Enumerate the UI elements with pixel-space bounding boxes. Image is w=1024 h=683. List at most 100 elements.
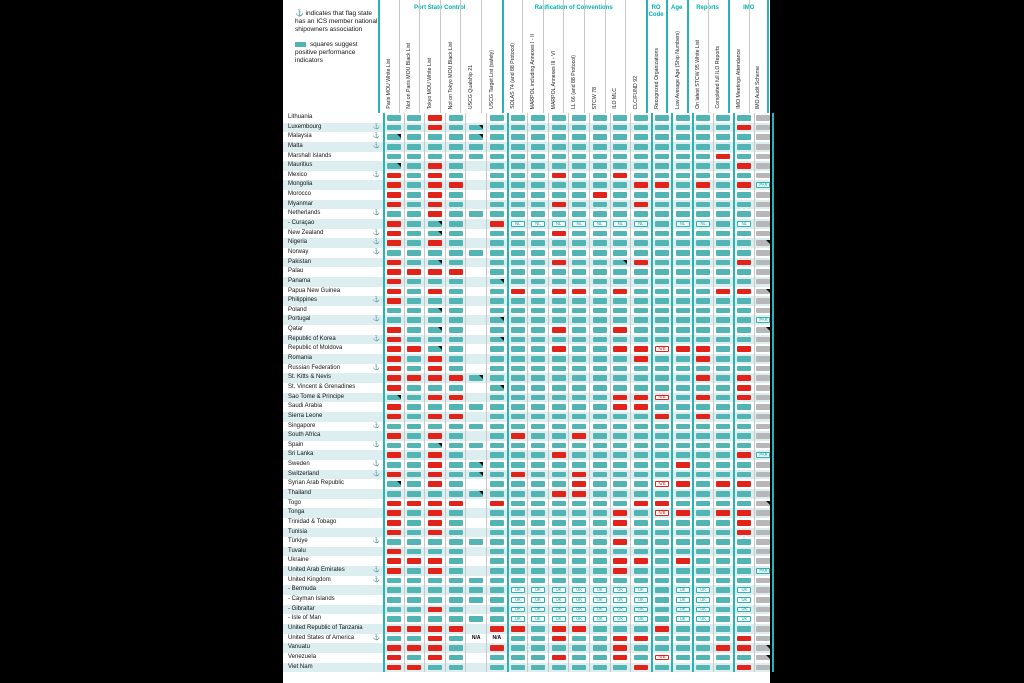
cell [506, 122, 528, 133]
cell [383, 257, 404, 268]
indicator-square-T [716, 423, 731, 430]
cell [609, 440, 631, 451]
cell [465, 151, 486, 162]
indicator-square-G [756, 375, 771, 381]
cell [588, 161, 610, 171]
cell [733, 257, 754, 268]
indicator-square-R [387, 529, 402, 536]
indicator-square-T [510, 259, 525, 266]
table-row: Syrian Arab Republic N/B [283, 479, 775, 489]
cell [485, 113, 507, 123]
cell [609, 122, 631, 133]
cell [444, 527, 466, 538]
indicator-square-NL: NL [696, 221, 711, 227]
cell [485, 662, 507, 673]
indicator-square-R [696, 346, 711, 352]
flag-state-label: Sierra Leone [288, 412, 323, 419]
indicator-square-T [592, 336, 607, 343]
indicator-square-T [551, 500, 566, 507]
cell [527, 652, 548, 663]
indicator-square-T [592, 115, 607, 121]
cell [671, 392, 692, 403]
cell [671, 354, 692, 364]
indicator-square-T [407, 317, 422, 324]
cell [485, 344, 507, 355]
indicator-square-T [572, 558, 587, 565]
legend-square-text: squares suggest positive performance ind… [295, 41, 358, 64]
indicator-square-T [510, 577, 525, 584]
cell [506, 460, 528, 470]
cell [383, 643, 404, 653]
indicator-square-T [469, 423, 484, 430]
column-header-label: STCW 78 [591, 86, 598, 109]
indicator-square-T [551, 394, 566, 401]
indicator-square-NB: N/B [655, 655, 670, 661]
cell [588, 190, 610, 200]
indicator-square-R [448, 269, 463, 275]
cell [568, 354, 589, 364]
cell [733, 556, 754, 567]
flag-state-label: Philippines ⚓ [283, 296, 383, 306]
cell [650, 190, 672, 200]
cell [609, 190, 631, 200]
cell [485, 517, 507, 528]
indicator-square-T [716, 192, 731, 198]
cell [609, 363, 631, 374]
column-header: ILO MLC [604, 0, 626, 113]
indicator-square-T [448, 327, 463, 333]
indicator-square-T [510, 134, 525, 140]
cell [712, 325, 734, 335]
indicator-square-R [427, 558, 442, 565]
indicator-square-T [489, 481, 504, 487]
indicator-square-T [469, 539, 484, 545]
cell [650, 614, 672, 624]
cell [733, 170, 754, 181]
cell [527, 488, 548, 499]
indicator-square-T [592, 356, 607, 362]
cell [527, 113, 548, 123]
cell [588, 170, 610, 181]
indicator-square-NL: NL [592, 221, 607, 227]
cell [383, 247, 404, 258]
column-header-label: Not on Tokyo MOU Black List [447, 41, 454, 109]
cell [588, 575, 610, 586]
flag-state-label: Tonga [288, 509, 305, 516]
indicator-square-T [489, 413, 504, 420]
cell [733, 527, 754, 538]
indicator-square-T [716, 529, 731, 536]
cell [444, 286, 466, 297]
cell [383, 276, 404, 287]
cell [691, 566, 713, 576]
cell [527, 296, 548, 306]
cell [383, 421, 404, 432]
indicator-square-T [510, 462, 525, 468]
indicator-square-T [613, 153, 628, 160]
indicator-square-T [530, 413, 545, 420]
indicator-square-UK: UK [551, 607, 566, 613]
indicator-square-T [592, 317, 607, 324]
cell [547, 488, 569, 499]
cell [527, 190, 548, 200]
cell [691, 132, 713, 142]
cell [424, 517, 445, 528]
indicator-square-T [448, 597, 463, 603]
indicator-square-T [613, 500, 628, 507]
cell [527, 238, 548, 248]
indicator-square-T [592, 452, 607, 459]
cell [506, 334, 528, 345]
ics-member-anchor-icon: ⚓ [372, 538, 380, 545]
indicator-square-R [510, 433, 525, 439]
cell [465, 286, 486, 297]
indicator-square-R [633, 558, 648, 565]
indicator-square-G [756, 143, 771, 150]
column-header: On latest STCW 95 White List [686, 0, 708, 113]
cell: NL [506, 219, 528, 229]
cell [712, 546, 734, 557]
table-row: Nigeria ⚓ [283, 238, 775, 248]
cell: N/B [650, 479, 672, 489]
indicator-square-T [716, 336, 731, 343]
cell [609, 373, 631, 383]
indicator-square-T [489, 259, 504, 266]
indicator-square-R [613, 539, 628, 545]
indicator-square-T [387, 249, 402, 256]
